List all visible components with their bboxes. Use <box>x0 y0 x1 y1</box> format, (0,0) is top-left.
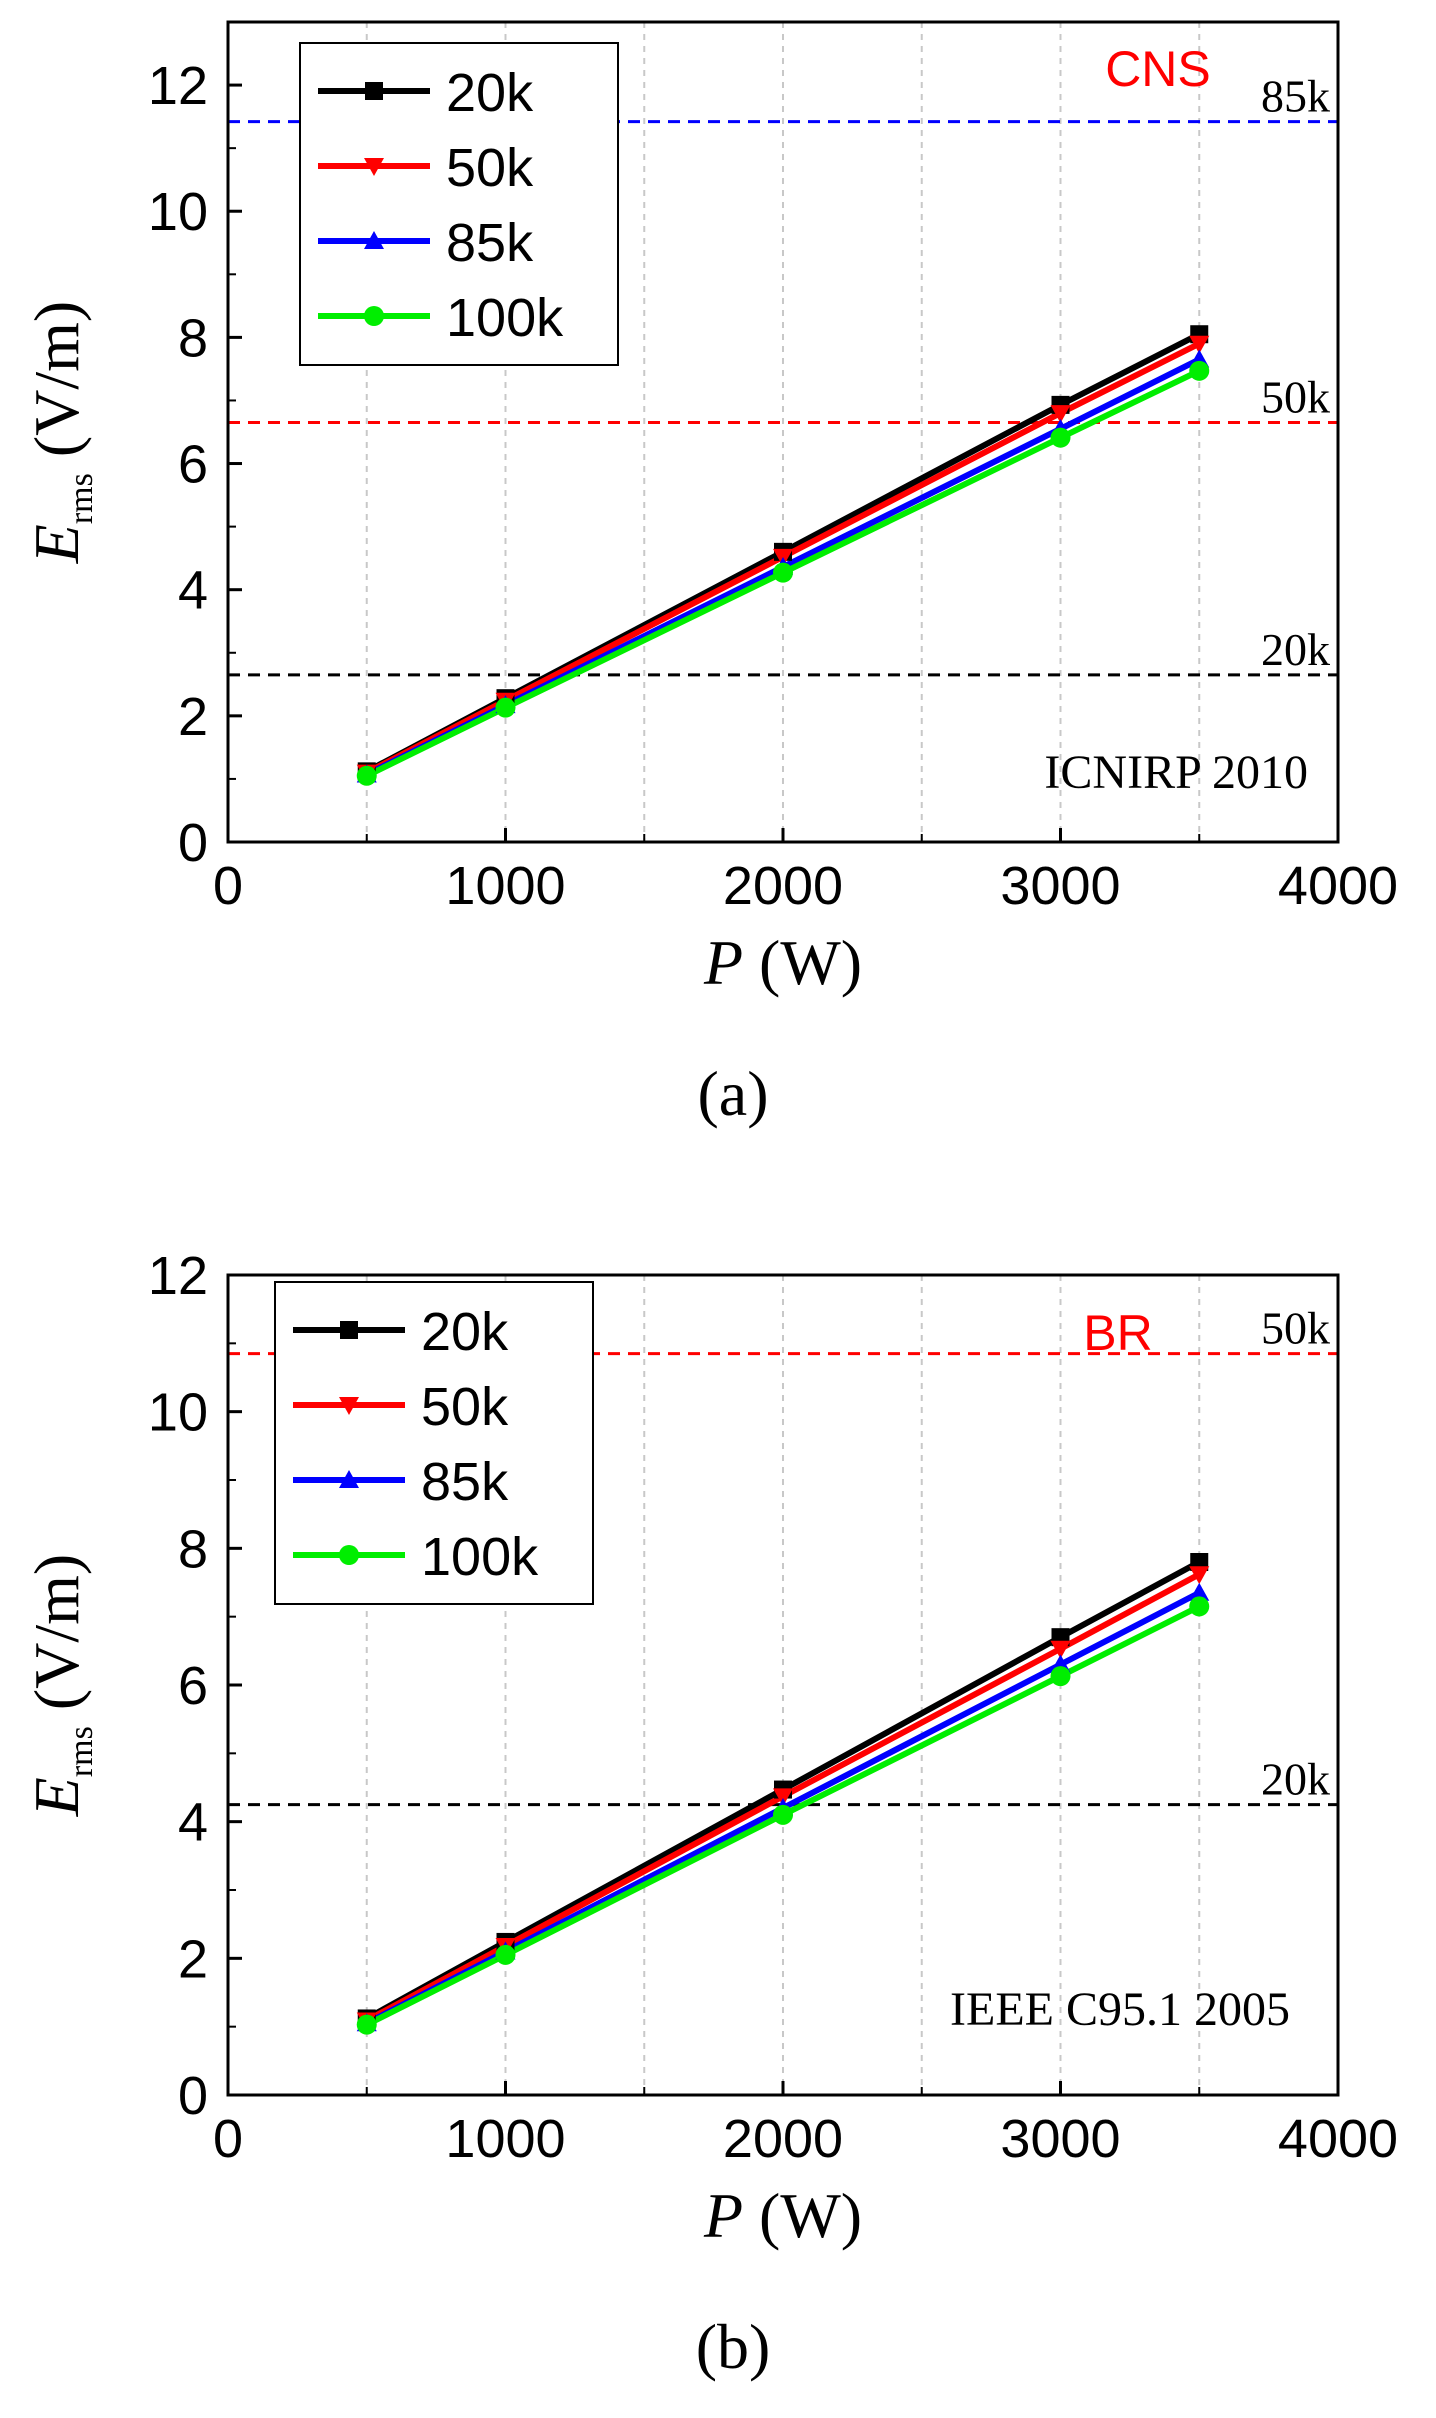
y-tick-label: 0 <box>178 2066 208 2126</box>
data-point <box>1050 427 1071 448</box>
x-axis-title: P (W) <box>703 2180 862 2251</box>
panel-caption: (b) <box>696 2311 771 2382</box>
data-point <box>773 562 793 583</box>
data-point <box>1189 1566 1210 1585</box>
standard-annotation: ICNIRP 2010 <box>1044 746 1308 799</box>
standard-label: BR <box>1083 1305 1152 1361</box>
legend-marker <box>339 1470 359 1488</box>
x-tick-label: 4000 <box>1278 856 1398 916</box>
legend-marker <box>364 158 384 176</box>
data-point <box>1050 405 1071 424</box>
standard-label: CNS <box>1105 41 1211 97</box>
x-axis-title: P (W) <box>703 927 862 998</box>
legend-box <box>299 42 619 366</box>
data-point <box>773 1804 793 1825</box>
y-tick-label: 8 <box>178 308 208 368</box>
panel-a: 85k 50k 20k 0 1000 2000 3000 4000 0 2 4 6 8 10 12 20k 50… <box>21 20 1398 1129</box>
data-point <box>773 1788 793 1807</box>
x-axis-variable: P <box>703 927 743 998</box>
y-tick-label: 12 <box>148 56 208 116</box>
legend-label: 50k <box>421 1377 509 1437</box>
y-axis-unit: (V/m) <box>21 301 92 473</box>
legend-marker <box>365 82 383 100</box>
reference-line-label: 50k <box>1261 372 1330 423</box>
data-point <box>356 2014 377 2035</box>
data-point <box>1189 1596 1210 1617</box>
x-tick-label: 0 <box>213 856 243 916</box>
y-axis-subscript: rms <box>63 473 100 524</box>
y-tick-label: 6 <box>178 1656 208 1716</box>
legend-label: 85k <box>446 213 534 273</box>
data-point <box>495 697 516 718</box>
y-axis-variable: E <box>21 1777 92 1817</box>
legend-marker <box>364 306 384 326</box>
data-point <box>1050 1666 1071 1687</box>
data-point <box>1050 1640 1071 1659</box>
y-tick-label: 2 <box>178 1929 208 1989</box>
y-axis-unit: (V/m) <box>21 1554 92 1726</box>
reference-line-label: 50k <box>1261 1303 1330 1354</box>
x-axis-variable: P <box>703 2180 743 2251</box>
y-tick-label: 10 <box>148 182 208 242</box>
legend-label: 85k <box>421 1452 509 1512</box>
data-point <box>495 1944 516 1965</box>
y-tick-label: 4 <box>178 561 208 621</box>
legend-label: 100k <box>446 288 564 348</box>
standard-annotation: IEEE C95.1 2005 <box>950 1983 1290 2036</box>
x-tick-label: 2000 <box>723 856 843 916</box>
reference-line-label: 20k <box>1261 624 1330 675</box>
y-axis-variable: E <box>21 524 92 564</box>
legend-marker <box>364 231 384 249</box>
y-axis-subscript: rms <box>63 1726 100 1777</box>
data-point <box>1189 1582 1210 1601</box>
legend-label: 20k <box>446 63 534 123</box>
y-axis-title: Erms (V/m) <box>21 301 100 565</box>
legend-label: 100k <box>421 1527 539 1587</box>
x-tick-label: 0 <box>213 2109 243 2169</box>
y-tick-label: 6 <box>178 435 208 495</box>
y-tick-label: 4 <box>178 1793 208 1853</box>
x-tick-label: 4000 <box>1278 2109 1398 2169</box>
legend-box <box>274 1281 594 1605</box>
reference-line-label: 20k <box>1261 1754 1330 1805</box>
legend-label: 20k <box>421 1302 509 1362</box>
y-tick-label: 10 <box>148 1383 208 1443</box>
panel-caption: (a) <box>697 1058 768 1129</box>
x-tick-label: 1000 <box>445 856 565 916</box>
x-tick-label: 3000 <box>1000 2109 1120 2169</box>
y-axis-title: Erms (V/m) <box>21 1554 100 1818</box>
x-axis-unit: (W) <box>743 2180 862 2251</box>
data-point <box>1189 335 1210 354</box>
y-tick-label: 12 <box>148 1246 208 1306</box>
data-point <box>1189 360 1210 381</box>
x-tick-label: 1000 <box>445 2109 565 2169</box>
x-tick-label: 2000 <box>723 2109 843 2169</box>
legend-label: 50k <box>446 138 534 198</box>
legend-marker <box>340 1321 358 1339</box>
panel-b: 50k 20k 0 1000 2000 3000 4000 0 2 4 6 8 10 12 20k 50k 85… <box>21 1246 1398 2382</box>
reference-line-label: 85k <box>1261 71 1330 122</box>
y-tick-label: 8 <box>178 1519 208 1579</box>
legend-marker <box>339 1545 359 1565</box>
x-tick-label: 3000 <box>1000 856 1120 916</box>
y-tick-label: 0 <box>178 813 208 873</box>
y-tick-label: 2 <box>178 687 208 747</box>
data-point <box>356 765 377 786</box>
legend-marker <box>339 1397 359 1415</box>
x-axis-unit: (W) <box>743 927 862 998</box>
